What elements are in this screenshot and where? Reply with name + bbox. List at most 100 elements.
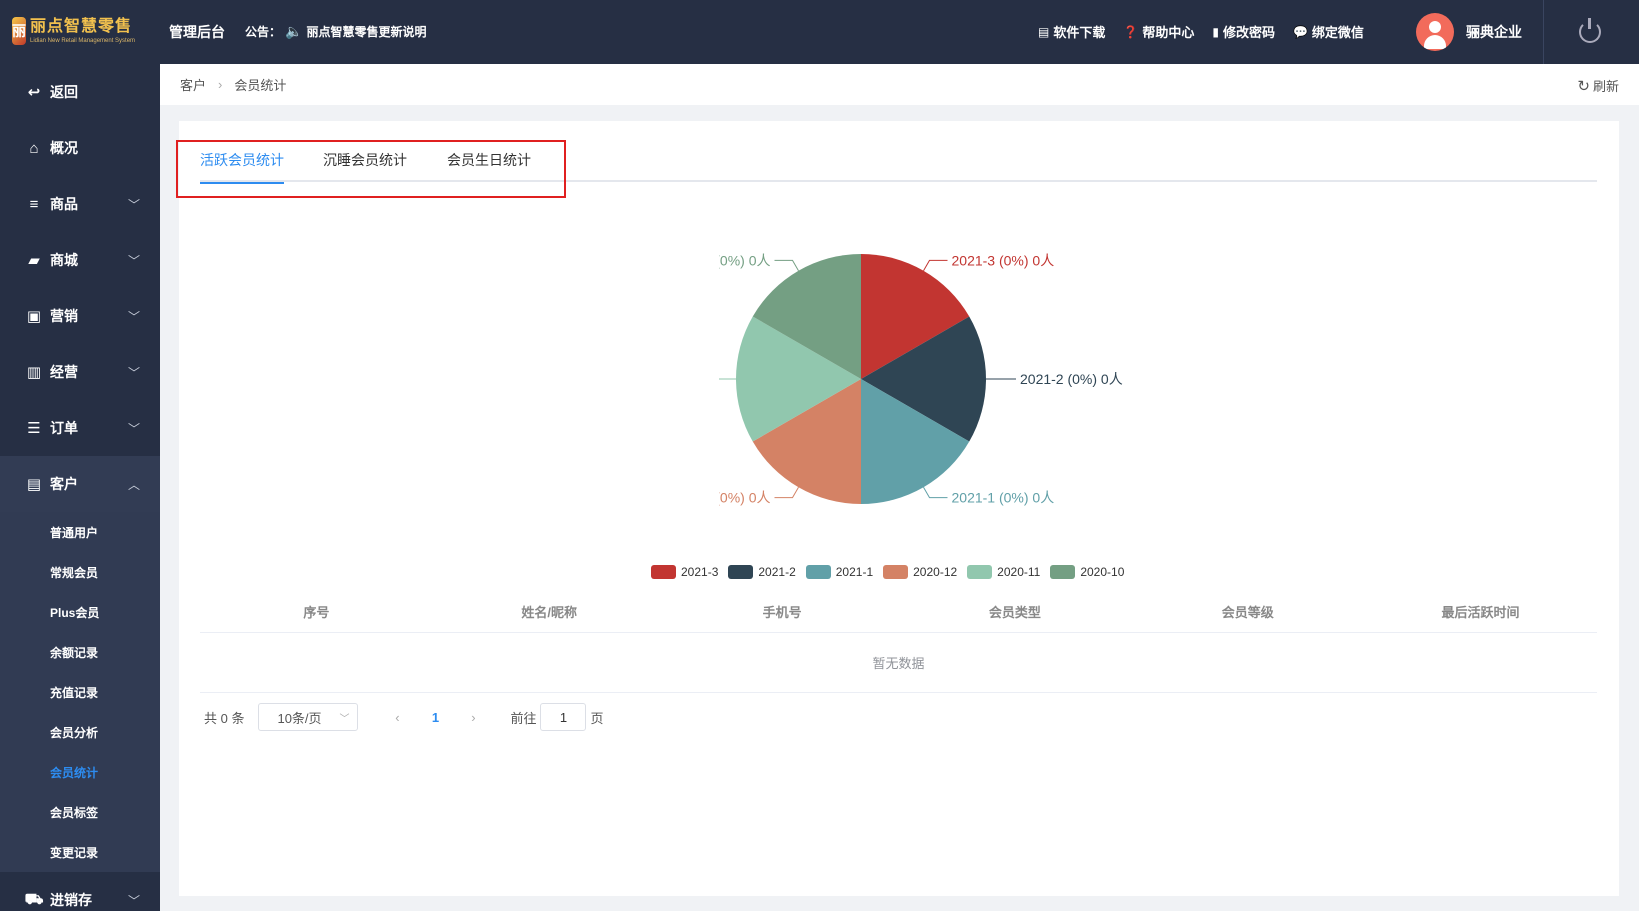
pie-slice[interactable] [752,379,861,504]
prev-page-button[interactable]: ‹ [395,709,400,725]
power-icon[interactable] [1579,18,1601,43]
label-leader-line [774,487,799,499]
pie-label: 2021-1 (0%) 0人 [952,490,1055,506]
logo-icon: 丽 [12,17,26,45]
sidebar-subitem[interactable]: 余额记录 [50,645,99,660]
page-number[interactable]: 1 [431,709,440,725]
sidebar-subitem-active[interactable]: 会员统计 [50,765,99,780]
notice-text[interactable]: 丽点智慧零售更新说明 [306,25,427,39]
column-header: 最后活跃时间 [1441,605,1520,620]
pagination: 共 0 条 10条/页 ﹀ ‹ 1 › 前往 页 [204,703,604,731]
lock-icon: ▮ [1212,24,1219,39]
chevron-down-icon: ﹀ [127,894,140,908]
pie-slice[interactable] [861,379,970,504]
pie-label: 2020-12 (0%) 0人 [719,490,771,506]
avatar [1416,13,1454,51]
customer-submenu: 普通用户 常规会员 Plus会员 余额记录 充值记录 会员分析 会员统计 会员标… [0,512,160,872]
legend-item[interactable]: 2020-11 [967,565,1040,579]
breadcrumb-parent[interactable]: 客户 [180,78,207,93]
content-card: 活跃会员统计 沉睡会员统计 会员生日统计 2021-3 (0%) 0人 2021-… [176,121,1619,896]
download-link[interactable]: ▤ 软件下载 [1038,24,1106,41]
legend-item[interactable]: 2021-1 [805,565,873,579]
gift-icon: ▣ [26,308,42,325]
sidebar-item-goods[interactable]: ≡ 商品 ﹀ [0,176,160,232]
download-icon: ▤ [1038,24,1050,39]
sidebar-subitem[interactable]: Plus会员 [50,605,100,620]
pie-label: 2020-10 (0%) 0人 [719,252,771,268]
pie-slice[interactable] [736,316,861,442]
wechat-icon: 💬 [1292,24,1308,39]
label-leader-line [923,487,948,499]
table-header: 序号 姓名/昵称 手机号 会员类型 会员等级 最后活跃时间 [200,591,1597,633]
legend-label: 2021-2 [758,565,796,579]
column-header: 序号 [303,605,330,620]
sidebar: ↩ 返回 ⌂ 概况 ≡ 商品 ﹀ ▰ 商城 ﹀ ▣ 营销 ﹀ ▥ 经营 ﹀ ☰ … [0,64,160,911]
sidebar-item-marketing[interactable]: ▣ 营销 ﹀ [0,288,160,344]
chevron-down-icon: ﹀ [127,422,140,436]
logo[interactable]: 丽 丽点智慧零售 Lidian New Retail Management Sy… [12,14,136,48]
label-leader-line [923,259,948,271]
legend-swatch [967,565,993,579]
sidebar-item-customers[interactable]: ▤ 客户 ︿ [0,456,160,512]
pie-label: 2021-3 (0%) 0人 [952,252,1055,268]
pie-slice[interactable] [861,316,986,442]
sidebar-item-inventory[interactable]: ⛟ 进销存 ﹀ [24,890,140,909]
change-password-link[interactable]: ▮ 修改密码 [1212,24,1275,41]
sidebar-subitem[interactable]: 普通用户 [50,525,99,540]
column-header: 姓名/昵称 [521,605,578,620]
truck-icon: ⛟ [24,890,44,908]
notice-label: 公告： [245,25,282,39]
legend-swatch [805,565,831,579]
top-links: ▤ 软件下载 ❓ 帮助中心 ▮ 修改密码 💬 绑定微信 [1038,22,1382,41]
user-menu[interactable]: 骊典企业 [1416,13,1522,51]
chevron-down-icon: ﹀ [127,366,140,380]
chart-icon: ▥ [26,364,42,381]
legend-label: 2020-12 [913,565,958,579]
sidebar-item-back[interactable]: ↩ 返回 [0,64,160,120]
sidebar-item-overview[interactable]: ⌂ 概况 [0,120,160,176]
page-size-select[interactable]: 10条/页 ﹀ [258,703,359,731]
chevron-down-icon: ﹀ [127,254,140,268]
empty-state: 暂无数据 [200,633,1597,693]
member-table: 序号 姓名/昵称 手机号 会员类型 会员等级 最后活跃时间 暂无数据 [200,591,1597,693]
refresh-button[interactable]: ↻ 刷新 [1577,77,1619,95]
pie-slice[interactable] [752,254,861,379]
sidebar-subitem[interactable]: 常规会员 [50,565,99,580]
breadcrumb-current: 会员统计 [234,78,287,93]
speaker-icon: 🔈 [285,23,303,39]
legend-item[interactable]: 2020-12 [883,565,957,579]
top-bar: 丽 丽点智慧零售 Lidian New Retail Management Sy… [0,0,1639,64]
logo-title: 丽点智慧零售 [30,17,133,35]
sidebar-item-orders[interactable]: ☰ 订单 ﹀ [0,400,160,456]
chevron-down-icon: ﹀ [339,713,350,725]
tab-birthday-members[interactable]: 会员生日统计 [447,152,531,168]
chevron-down-icon: ﹀ [127,310,140,324]
legend-label: 2020-11 [997,565,1041,579]
legend-item[interactable]: 2021-3 [651,565,718,579]
column-header: 会员等级 [1221,605,1274,620]
bind-wechat-link[interactable]: 💬 绑定微信 [1292,24,1364,41]
tab-sleeping-members[interactable]: 沉睡会员统计 [323,152,407,168]
page-suffix: 页 [590,710,604,726]
sidebar-subitem[interactable]: 充值记录 [50,685,99,700]
tab-active-members[interactable]: 活跃会员统计 [200,150,284,184]
sidebar-subitem[interactable]: 变更记录 [50,845,99,860]
help-link[interactable]: ❓ 帮助中心 [1123,24,1195,41]
logo-subtitle: Lidian New Retail Management System [30,37,136,44]
goto-page-input[interactable] [540,703,587,731]
sidebar-subitem[interactable]: 会员标签 [50,805,99,820]
legend-item[interactable]: 2021-2 [728,565,796,579]
sidebar-subitem[interactable]: 会员分析 [50,725,99,740]
total-count: 共 0 条 [204,710,245,726]
next-page-button[interactable]: › [471,709,476,725]
sidebar-item-operations[interactable]: ▥ 经营 ﹀ [0,344,160,400]
customer-icon: ▤ [26,476,42,493]
order-icon: ☰ [27,420,41,437]
sidebar-item-mall[interactable]: ▰ 商城 ﹀ [0,232,160,288]
chevron-up-icon: ︿ [127,478,140,492]
notice[interactable]: 公告： 🔈 丽点智慧零售更新说明 [245,23,426,40]
legend-swatch [728,565,754,579]
goto-label: 前往 [510,710,537,726]
legend-item[interactable]: 2020-10 [1050,565,1124,579]
pie-slice[interactable] [861,254,970,379]
